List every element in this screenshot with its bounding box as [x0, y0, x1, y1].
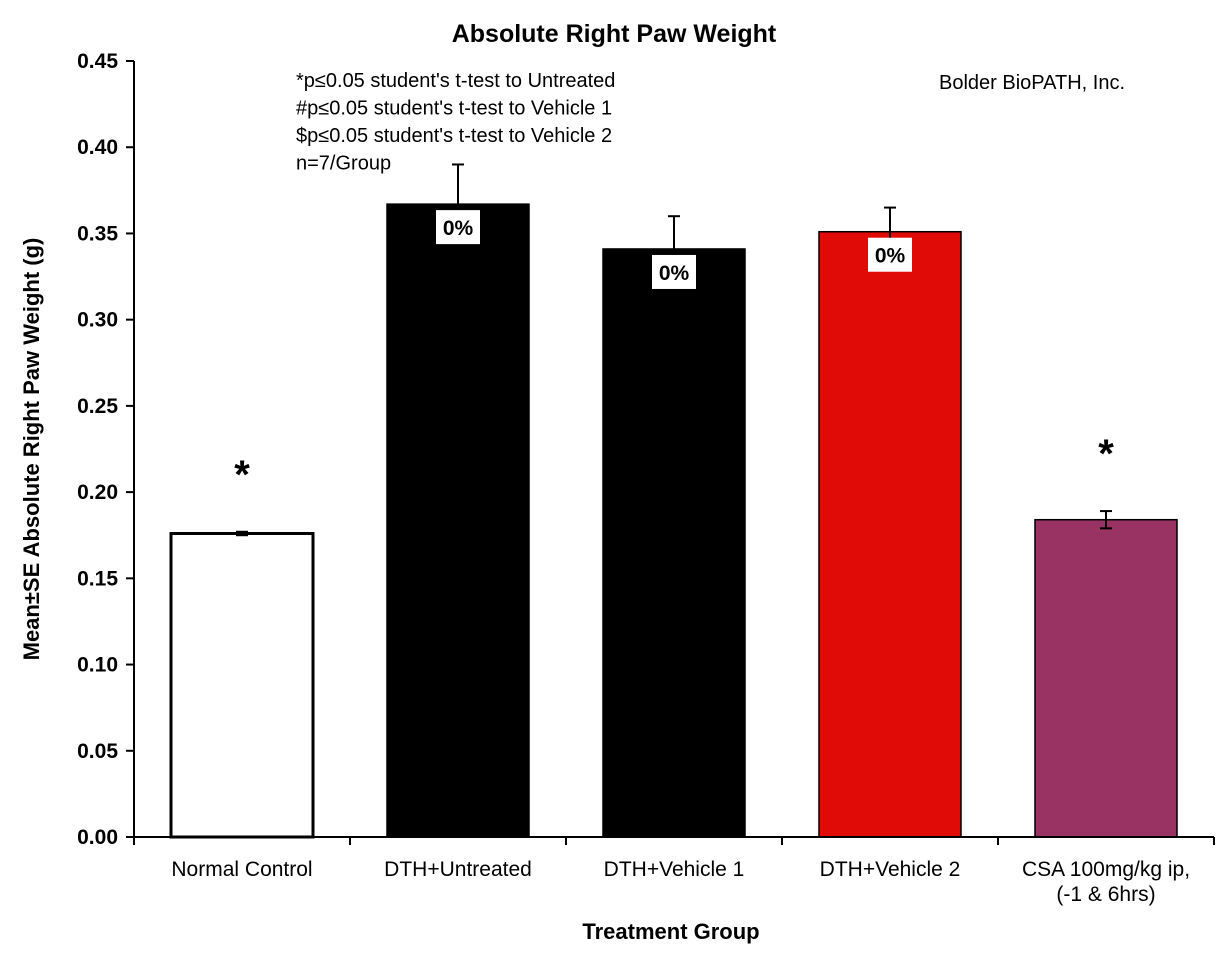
- annotation-line: n=7/Group: [296, 153, 391, 175]
- data-label: 0%: [659, 262, 690, 285]
- category-label: DTH+Untreated: [384, 858, 532, 881]
- y-tick-label: 0.10: [77, 654, 118, 677]
- y-tick-label: 0.30: [77, 309, 118, 332]
- bar: [602, 248, 746, 838]
- significance-marker: *: [1098, 432, 1114, 476]
- y-tick-label: 0.35: [77, 222, 118, 245]
- data-label-box: [868, 237, 912, 272]
- plot-area: * Normal Control 0% DTH+Untreated 0% DTH+Vehi…: [77, 50, 1215, 906]
- y-tick-label: 0.05: [77, 740, 118, 763]
- category-label: CSA 100mg/kg ip,: [1022, 858, 1190, 881]
- data-label: 0%: [443, 217, 474, 240]
- x-axis-title: Treatment Group: [582, 919, 759, 944]
- y-axis-title: Mean±SE Absolute Right Paw Weight (g): [19, 238, 44, 661]
- stats-annotations: *p≤0.05 student's t-test to Untreated #p≤…: [296, 70, 615, 175]
- bar: [818, 230, 962, 838]
- category-label: Normal Control: [171, 858, 312, 881]
- y-tick-label: 0.25: [77, 395, 118, 418]
- bar: [169, 531, 315, 839]
- y-tick-label: 0.40: [77, 136, 118, 159]
- category-label: DTH+Vehicle 2: [820, 858, 961, 881]
- y-tick-label: 0.45: [77, 50, 118, 73]
- y-tick-label: 0.00: [77, 826, 118, 849]
- data-label: 0%: [875, 245, 906, 268]
- y-tick-label: 0.20: [77, 481, 118, 504]
- data-label-box: [652, 254, 696, 289]
- annotation-line: *p≤0.05 student's t-test to Untreated: [296, 70, 615, 92]
- category-label: DTH+Vehicle 1: [604, 858, 745, 881]
- y-tick-label: 0.15: [77, 567, 118, 590]
- annotation-line: #p≤0.05 student's t-test to Vehicle 1: [296, 98, 612, 120]
- significance-marker: *: [234, 453, 250, 497]
- data-label-box: [436, 210, 480, 245]
- chart-title: Absolute Right Paw Weight: [452, 20, 777, 48]
- company-watermark: Bolder BioPATH, Inc.: [939, 72, 1125, 94]
- bar: [1034, 518, 1178, 838]
- category-label: (-1 & 6hrs): [1056, 883, 1155, 906]
- annotation-line: $p≤0.05 student's t-test to Vehicle 2: [296, 125, 612, 147]
- bar: [386, 203, 530, 838]
